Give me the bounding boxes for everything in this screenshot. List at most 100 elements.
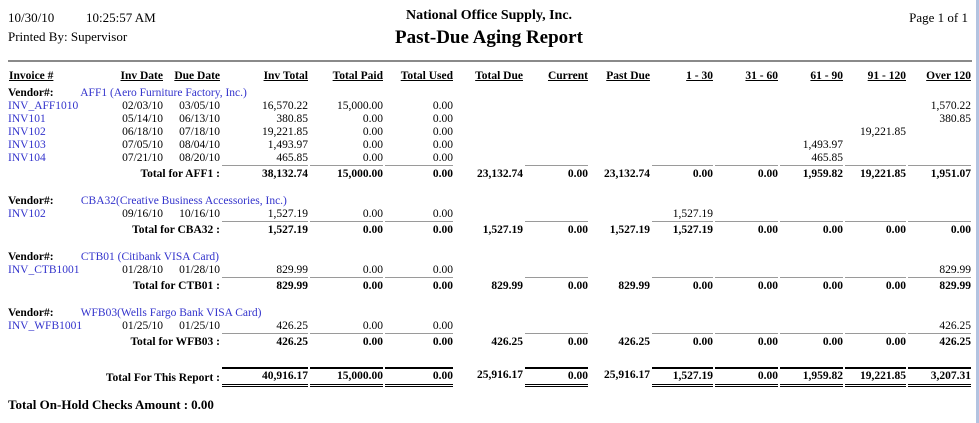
- page-number: Page 1 of 1: [909, 10, 968, 25]
- on-hold-value: 0.00: [191, 397, 214, 412]
- aging-61-90-cell: [780, 113, 845, 126]
- total-value: 0.00: [652, 277, 713, 293]
- report-total-value: 0.00: [715, 366, 778, 387]
- col-header-total-used: Total Used: [400, 70, 453, 82]
- vendor-row: Vendor#: CTB01 (Citibank VISA Card): [8, 250, 973, 264]
- aging-91-120-cell: [845, 113, 908, 126]
- total-used-cell: 0.00: [432, 208, 453, 220]
- current-cell: [525, 126, 590, 139]
- invoice-link[interactable]: INV_CTB1001: [8, 264, 80, 276]
- report-total-value: 19,221.85: [845, 366, 906, 387]
- current-cell: 0.00: [525, 221, 590, 241]
- aging-1-30-cell: 0.00: [652, 165, 715, 185]
- report-total-value: 1,527.19: [652, 366, 713, 387]
- invoice-link[interactable]: INV102: [8, 126, 46, 138]
- col-header-past-due: Past Due: [606, 70, 650, 82]
- report-total-value: 0.00: [525, 366, 588, 387]
- aging-91-120-cell: 0.00: [845, 277, 908, 297]
- total-value: 38,132.74: [222, 165, 308, 181]
- on-hold-total: Total On-Hold Checks Amount :0.00: [8, 397, 970, 413]
- total-value: 0.00: [845, 333, 906, 349]
- current-cell: [525, 100, 590, 113]
- aging-1-30-cell: [652, 126, 715, 139]
- inv-date-cell: 06/18/10: [122, 126, 163, 138]
- total-used-cell: 0.00: [385, 277, 455, 297]
- aging-91-120-cell: 19,221.85: [860, 126, 906, 138]
- report-header: 10/30/10 10:25:57 AM Printed By: Supervi…: [8, 6, 970, 54]
- current-cell: [525, 320, 590, 333]
- total-paid-cell: 15,000.00: [310, 165, 385, 185]
- col-header-due-date: Due Date: [174, 70, 220, 82]
- aging-91-120-cell: 0.00: [845, 333, 908, 353]
- total-value: 0.00: [715, 277, 778, 293]
- vendor-row: Vendor#: CBA32(Creative Business Accesso…: [8, 194, 973, 208]
- past-due-cell: 25,916.17: [590, 366, 652, 387]
- report-total-value: 15,000.00: [310, 366, 383, 387]
- aging-over-120-cell: 0.00: [908, 221, 973, 241]
- vendor-name-link[interactable]: AFF1 (Aero Furniture Factory, Inc.): [80, 87, 247, 99]
- aging-61-90-cell: 1,959.82: [780, 165, 845, 185]
- vendor-row: Vendor#: AFF1 (Aero Furniture Factory, I…: [8, 86, 973, 100]
- total-value: 0.00: [385, 165, 453, 181]
- total-used-cell: 0.00: [385, 221, 455, 241]
- current-cell: [525, 152, 590, 165]
- report-total-value: 40,916.17: [222, 366, 308, 387]
- total-value: 426.25: [222, 333, 308, 349]
- past-due-cell: [590, 126, 652, 139]
- report-total-value: 25,916.17: [477, 369, 523, 381]
- vendor-name-link[interactable]: CBA32(Creative Business Accessories, Inc…: [80, 195, 287, 207]
- past-due-cell: [590, 208, 652, 221]
- on-hold-label: Total On-Hold Checks Amount :: [8, 397, 189, 412]
- invoice-row: INV_CTB1001 01/28/10 01/28/10 829.99 0.0…: [8, 264, 973, 277]
- aging-31-60-cell: 0.00: [715, 366, 780, 387]
- total-paid-cell: 0.00: [362, 126, 383, 138]
- report-total-row: Total For This Report : 40,916.17 15,000…: [8, 366, 973, 387]
- invoice-link[interactable]: INV104: [8, 152, 46, 164]
- aging-over-120-cell: 426.25: [939, 320, 971, 332]
- vendor-total-label-text: Total for CBA32 :: [132, 224, 220, 236]
- invoice-row: INV101 05/14/10 06/13/10 380.85 0.00 0.0…: [8, 113, 973, 126]
- past-due-cell: [590, 100, 652, 113]
- aging-1-30-cell: [652, 320, 715, 333]
- total-due-cell: [455, 264, 525, 277]
- inv-date-cell: 09/16/10: [122, 208, 163, 220]
- report-total-value: 0.00: [385, 366, 453, 387]
- total-used-cell: 0.00: [432, 152, 453, 164]
- col-header-1-30: 1 - 30: [686, 70, 713, 82]
- inv-total-cell: 1,493.97: [267, 139, 308, 151]
- aging-31-60-cell: [715, 113, 780, 126]
- total-value: 0.00: [652, 333, 713, 349]
- total-value: 0.00: [845, 277, 906, 293]
- aging-1-30-cell: 0.00: [652, 277, 715, 297]
- invoice-row: INV104 07/21/10 08/20/10 465.85 0.00 0.0…: [8, 152, 973, 165]
- aging-91-120-cell: [845, 264, 908, 277]
- invoice-link[interactable]: INV_AFF1010: [8, 100, 79, 112]
- inv-date-cell: 05/14/10: [122, 113, 163, 125]
- aging-61-90-cell: 0.00: [780, 333, 845, 353]
- aging-31-60-cell: 0.00: [715, 277, 780, 297]
- current-cell: 0.00: [525, 333, 590, 353]
- aging-31-60-cell: 0.00: [715, 221, 780, 241]
- current-cell: [525, 208, 590, 221]
- aging-31-60-cell: 0.00: [715, 333, 780, 353]
- invoice-link[interactable]: INV102: [8, 208, 46, 220]
- total-inv-total-cell: 1,527.19: [222, 221, 310, 241]
- spacer-row: [8, 185, 973, 194]
- aging-1-30-cell: 1,527.19: [672, 208, 713, 220]
- col-header-current: Current: [547, 70, 588, 82]
- current-cell: [525, 264, 590, 277]
- total-value: 0.00: [715, 333, 778, 349]
- vendor-name-link[interactable]: WFB03(Wells Fargo Bank VISA Card): [80, 307, 262, 319]
- aging-31-60-cell: [715, 208, 780, 221]
- invoice-row: INV_WFB1001 01/25/10 01/25/10 426.25 0.0…: [8, 320, 973, 333]
- due-date-cell: 01/28/10: [179, 264, 220, 276]
- invoice-link[interactable]: INV101: [8, 113, 46, 125]
- vendor-name-link[interactable]: CTB01 (Citibank VISA Card): [80, 251, 219, 263]
- aging-91-120-cell: 0.00: [845, 221, 908, 241]
- invoice-link[interactable]: INV103: [8, 139, 46, 151]
- report-total-value: 3,207.31: [908, 366, 971, 387]
- inv-total-cell: 16,570.22: [262, 100, 308, 112]
- invoice-link[interactable]: INV_WFB1001: [8, 320, 83, 332]
- aging-over-120-cell: 426.25: [908, 333, 973, 353]
